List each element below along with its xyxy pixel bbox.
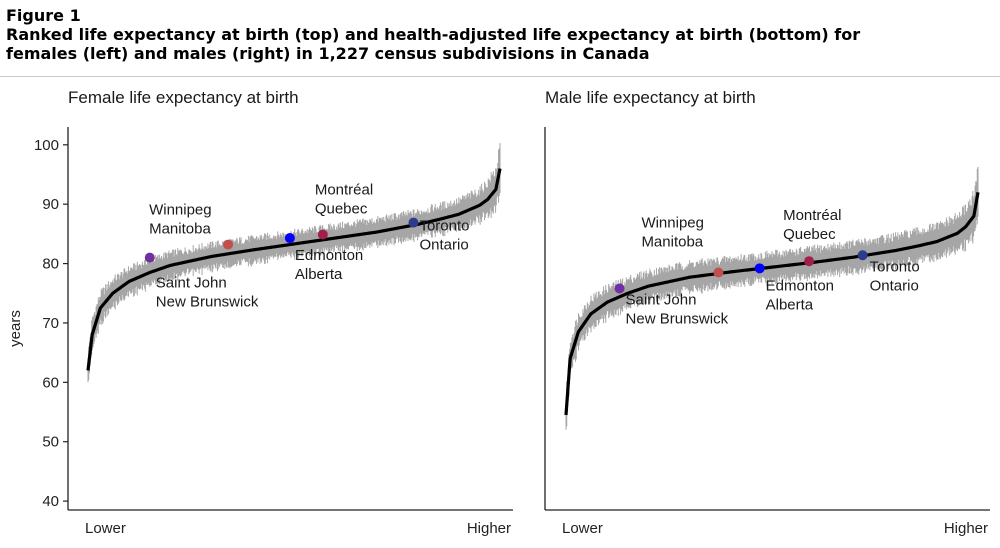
city-label: Toronto [419,218,469,235]
city-label: Saint John [626,292,697,309]
city-label: Toronto [870,258,920,275]
province-label: Quebec [783,226,836,243]
figure-header: Figure 1 Ranked life expectancy at birth… [6,6,996,63]
city-label: Winnipeg [149,202,212,219]
y-tick-label: 80 [42,256,59,273]
x-tick-label-lower: Lower [562,520,603,537]
y-tick-label: 100 [34,137,59,154]
province-label: Manitoba [149,221,211,238]
x-tick-label-higher: Higher [467,520,511,537]
x-tick-label-lower: Lower [85,520,126,537]
y-tick-label: 50 [42,434,59,451]
city-point-saint-john [614,283,625,294]
city-point-edmonton [754,263,765,274]
city-label: Edmonton [766,277,834,294]
panel-title-0: Female life expectancy at birth [68,88,299,107]
y-tick-label: 40 [42,493,59,510]
city-point-toronto [857,250,868,261]
panel-title-1: Male life expectancy at birth [545,88,756,107]
figure-label: Figure 1 [6,6,81,25]
y-tick-label: 70 [42,315,59,332]
province-label: Ontario [870,277,919,294]
city-point-edmonton [284,233,295,244]
city-point-montr-al [804,256,815,267]
city-label: Saint John [156,275,227,292]
city-label: Edmonton [295,247,363,264]
city-point-winnipeg [713,267,724,278]
header-divider [0,76,1000,77]
y-tick-label: 60 [42,374,59,391]
city-label: Montréal [783,207,841,224]
median-curve-0 [86,168,502,371]
figure-caption-line-2: females (left) and males (right) in 1,22… [6,44,650,63]
province-label: New Brunswick [156,294,259,311]
city-point-toronto [408,217,419,228]
city-point-montr-al [317,229,328,240]
city-point-saint-john [144,252,155,263]
city-label: Winnipeg [641,214,704,231]
figure-caption-line-1: Ranked life expectancy at birth (top) an… [6,25,861,44]
province-label: Alberta [766,296,814,313]
province-label: Alberta [295,266,343,283]
y-axis-title: years [7,310,24,347]
province-label: Ontario [419,237,468,254]
median-curve-1 [564,192,980,416]
province-label: Quebec [315,200,368,217]
province-label: New Brunswick [626,311,729,328]
city-point-winnipeg [223,239,234,250]
y-tick-label: 90 [42,196,59,213]
province-label: Manitoba [641,233,703,250]
city-label: Montréal [315,181,373,198]
x-tick-label-higher: Higher [944,520,988,537]
